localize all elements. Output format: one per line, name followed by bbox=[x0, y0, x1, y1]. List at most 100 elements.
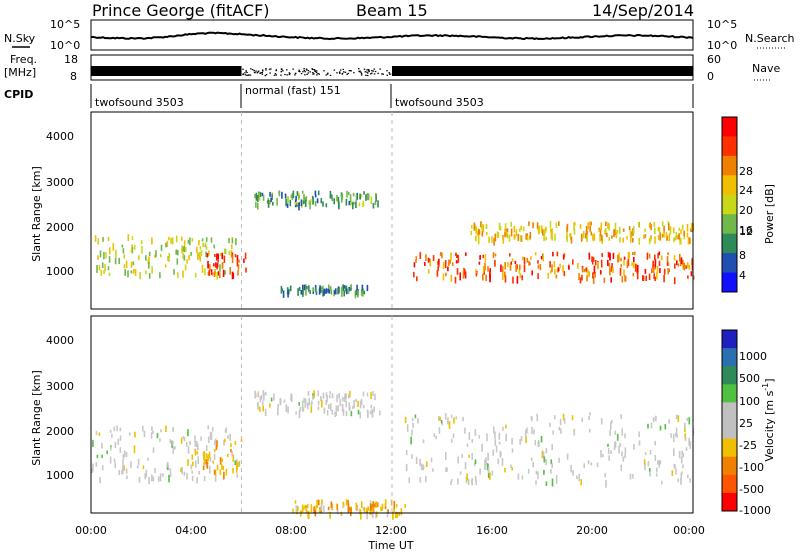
date-title: 14/Sep/2014 bbox=[592, 1, 694, 20]
echo-cell bbox=[316, 198, 319, 204]
echo-cell bbox=[484, 262, 486, 271]
echo-cell bbox=[648, 238, 651, 245]
echo-cell bbox=[190, 464, 193, 470]
echo-cell bbox=[210, 269, 213, 275]
freq-dot bbox=[255, 70, 257, 72]
echo-cell bbox=[236, 259, 239, 267]
echo-cell bbox=[438, 427, 441, 434]
echo-cell bbox=[534, 252, 537, 256]
echo-cell bbox=[400, 508, 403, 516]
echo-cell bbox=[95, 430, 98, 436]
echo-cell bbox=[466, 443, 469, 447]
echo-cell bbox=[223, 255, 226, 263]
echo-cell bbox=[301, 504, 304, 513]
echo-cell bbox=[330, 403, 332, 411]
echo-cell bbox=[594, 271, 596, 278]
echo-cell bbox=[536, 413, 538, 418]
echo-cell bbox=[224, 248, 226, 254]
echo-cell bbox=[236, 461, 238, 470]
nsearch-label: N.Search bbox=[745, 32, 795, 45]
freq-dot bbox=[261, 73, 264, 75]
echo-cell bbox=[610, 277, 612, 283]
echo-cell bbox=[188, 254, 190, 261]
echo-cell bbox=[504, 262, 506, 270]
echo-cell bbox=[322, 285, 324, 291]
echo-cell bbox=[541, 225, 543, 233]
velocity-cb-title-end: ] bbox=[763, 378, 776, 382]
freq-dot bbox=[336, 72, 338, 74]
echo-cell bbox=[468, 454, 470, 458]
echo-cell bbox=[661, 221, 664, 227]
echo-cell bbox=[634, 264, 637, 272]
echo-cell bbox=[319, 285, 321, 292]
nsky-frame bbox=[90, 19, 694, 51]
echo-cell bbox=[573, 429, 575, 436]
echo-cell bbox=[519, 235, 522, 242]
echo-cell bbox=[314, 194, 317, 198]
freq-dot bbox=[382, 73, 384, 75]
freq-dot bbox=[360, 71, 362, 73]
echo-cell bbox=[484, 254, 487, 262]
echo-cell bbox=[376, 511, 378, 517]
echo-cell bbox=[164, 264, 167, 268]
echo-cell bbox=[151, 237, 153, 245]
echo-cell bbox=[343, 290, 345, 297]
echo-cell bbox=[298, 402, 300, 406]
echo-cell bbox=[510, 221, 512, 227]
echo-cell bbox=[312, 197, 314, 205]
echo-cell bbox=[323, 410, 326, 414]
echo-cell bbox=[113, 458, 116, 463]
echo-cell bbox=[519, 264, 521, 270]
echo-cell bbox=[152, 430, 154, 434]
echo-cell bbox=[140, 240, 143, 245]
echo-cell bbox=[371, 507, 374, 515]
echo-cell bbox=[594, 259, 597, 266]
echo-cell bbox=[363, 191, 365, 195]
echo-cell bbox=[214, 469, 217, 476]
echo-cell bbox=[632, 474, 634, 479]
echo-cell bbox=[125, 468, 128, 474]
echo-cell bbox=[442, 261, 445, 269]
freq-dot bbox=[347, 72, 350, 74]
echo-cell bbox=[151, 474, 153, 482]
echo-cell bbox=[537, 442, 540, 448]
freq-dot bbox=[343, 71, 345, 73]
echo-cell bbox=[272, 201, 274, 206]
echo-cell bbox=[367, 506, 369, 511]
echo-cell bbox=[465, 252, 467, 256]
echo-cell bbox=[114, 441, 117, 449]
echo-cell bbox=[148, 476, 150, 485]
echo-cell bbox=[353, 201, 355, 205]
echo-cell bbox=[194, 435, 196, 444]
echo-cell bbox=[191, 238, 194, 242]
echo-cell bbox=[456, 254, 458, 258]
echo-cell bbox=[583, 268, 586, 273]
echo-cell bbox=[466, 473, 468, 481]
echo-cell bbox=[132, 261, 135, 266]
echo-cell bbox=[588, 221, 591, 226]
echo-cell bbox=[530, 457, 533, 461]
echo-cell bbox=[211, 427, 214, 432]
freq-dot bbox=[265, 74, 268, 76]
echo-cell bbox=[687, 275, 689, 279]
echo-cell bbox=[688, 417, 691, 425]
echo-cell bbox=[398, 511, 400, 517]
echo-cell bbox=[310, 406, 313, 413]
echo-cell bbox=[494, 259, 496, 267]
echo-cell bbox=[208, 451, 211, 459]
x-axis: 00:00 04:00 08:00 12:00 16:00 20:00 00:0… bbox=[75, 524, 705, 552]
freq-dot bbox=[284, 73, 286, 76]
echo-cell bbox=[308, 285, 310, 292]
echo-cell bbox=[656, 266, 659, 274]
echo-cell bbox=[479, 255, 481, 259]
echo-cell bbox=[471, 477, 473, 486]
echo-cell bbox=[259, 406, 261, 412]
echo-cell bbox=[533, 429, 535, 435]
echo-cell bbox=[372, 391, 374, 396]
echo-cell bbox=[559, 418, 562, 426]
echo-cell bbox=[300, 290, 303, 295]
echo-cell bbox=[134, 268, 137, 276]
echo-cell bbox=[506, 231, 508, 236]
echo-cell bbox=[581, 274, 583, 281]
echo-cell bbox=[165, 242, 167, 248]
